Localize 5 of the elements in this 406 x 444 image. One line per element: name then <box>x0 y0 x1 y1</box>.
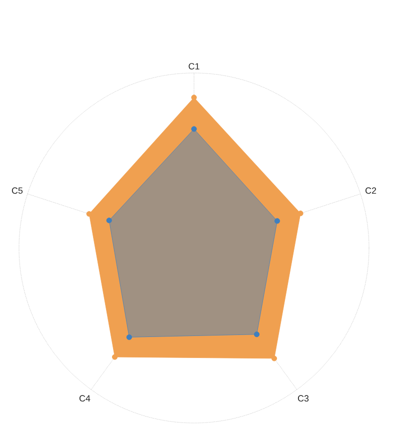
spoke-label: C3 <box>298 395 309 402</box>
spoke-label: C4 <box>79 395 90 402</box>
spoke-label: C2 <box>365 187 376 194</box>
spoke-label: C1 <box>188 63 200 70</box>
spoke-label: C5 <box>12 187 23 194</box>
